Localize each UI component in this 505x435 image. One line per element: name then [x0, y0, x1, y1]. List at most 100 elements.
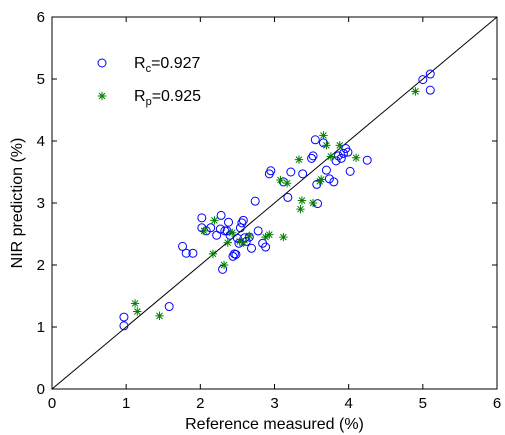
- calibration-point: [232, 233, 242, 243]
- calibration-point: [312, 179, 322, 189]
- calibration-point: [253, 226, 263, 236]
- x-tick-label: 3: [270, 395, 278, 412]
- series-prediction: [130, 87, 420, 321]
- calibration-point: [345, 166, 355, 176]
- calibration-point: [362, 155, 372, 165]
- calibration-point: [425, 69, 435, 79]
- y-tick-label: 0: [37, 381, 45, 398]
- legend-marker: [97, 58, 107, 68]
- calibration-point: [224, 217, 234, 227]
- prediction-point: [219, 260, 229, 270]
- y-tick-label: 2: [37, 257, 45, 274]
- calibration-point: [215, 224, 225, 234]
- legend-label-symbol: R: [134, 88, 146, 105]
- calibration-point: [261, 242, 271, 252]
- calibration-point: [321, 165, 331, 175]
- calibration-point: [237, 218, 247, 228]
- calibration-point: [310, 135, 320, 145]
- calibration-point: [425, 85, 435, 95]
- calibration-point: [197, 213, 207, 223]
- legend-label: Rp=0.925: [134, 88, 201, 108]
- calibration-point: [178, 241, 188, 251]
- x-tick-label: 1: [122, 395, 130, 412]
- calibration-point: [266, 166, 276, 176]
- prediction-point: [282, 178, 292, 188]
- y-axis-label: NIR prediction (%): [9, 138, 26, 269]
- legend: Rc=0.927 Rp=0.925: [97, 55, 201, 108]
- prediction-point: [296, 205, 305, 214]
- x-tick-label: 6: [493, 395, 501, 412]
- calibration-point: [283, 192, 293, 202]
- legend-item: Rp=0.925: [97, 88, 201, 108]
- calibration-point: [119, 312, 129, 322]
- x-tick-label: 5: [419, 395, 427, 412]
- calibration-point: [188, 248, 198, 258]
- calibration-point: [331, 156, 341, 166]
- prediction-point: [351, 153, 361, 162]
- calibration-point: [324, 174, 334, 184]
- calibration-point: [286, 167, 296, 177]
- reference-line-layer: [51, 16, 498, 390]
- prediction-point: [322, 141, 331, 150]
- calibration-point: [336, 153, 346, 163]
- prediction-point: [317, 175, 326, 184]
- calibration-point: [238, 215, 248, 225]
- prediction-point: [297, 196, 307, 205]
- calibration-point: [343, 147, 353, 157]
- prediction-point: [279, 232, 288, 242]
- prediction-point: [265, 230, 274, 239]
- calibration-point: [220, 226, 230, 236]
- prediction-point: [133, 307, 142, 316]
- prediction-point: [130, 299, 140, 308]
- calibration-point: [329, 177, 339, 187]
- legend-label-subscript: c: [146, 63, 152, 75]
- prediction-point: [411, 87, 420, 96]
- legend-label-symbol: R: [134, 55, 146, 72]
- legend-label-value: =0.927: [151, 55, 200, 72]
- series-calibration: [119, 69, 435, 331]
- x-tick-label: 2: [196, 395, 204, 412]
- calibration-point: [231, 249, 241, 259]
- prediction-point: [223, 238, 232, 247]
- prediction-point: [294, 155, 304, 164]
- legend-item: Rc=0.927: [97, 55, 201, 75]
- y-tick-label: 6: [37, 9, 45, 26]
- legend-label: Rc=0.927: [134, 55, 201, 75]
- prediction-point: [235, 237, 244, 246]
- prediction-point: [228, 228, 237, 237]
- calibration-point: [307, 153, 317, 163]
- calibration-point: [228, 251, 238, 261]
- reference-line: [51, 16, 498, 390]
- prediction-point: [245, 231, 254, 241]
- calibration-point: [333, 151, 343, 161]
- data-points-layer: [119, 69, 435, 331]
- calibration-point: [181, 248, 191, 258]
- calibration-point: [418, 75, 428, 85]
- prediction-point: [155, 311, 164, 321]
- legend-marker: [97, 91, 107, 101]
- calibration-point: [298, 169, 308, 179]
- prediction-point: [210, 216, 219, 225]
- y-tick-label: 1: [37, 319, 45, 336]
- prediction-point: [326, 152, 336, 161]
- x-tick-label: 0: [48, 395, 56, 412]
- x-axis-label: Reference measured (%): [185, 416, 364, 433]
- y-tick-label: 3: [37, 195, 45, 212]
- prediction-point: [335, 141, 344, 150]
- prediction-point: [308, 198, 318, 208]
- calibration-point: [197, 223, 207, 233]
- calibration-point: [247, 243, 257, 253]
- prediction-point: [319, 131, 328, 140]
- calibration-point: [250, 196, 260, 206]
- y-tick-label: 4: [37, 133, 45, 150]
- prediction-point: [239, 238, 248, 247]
- calibration-point: [119, 321, 129, 331]
- calibration-point: [235, 223, 245, 233]
- legend-label-value: =0.925: [152, 88, 201, 105]
- axis-ticks-layer: 0 1 2 3 4 5 6 0 1 2 3 4 5 6: [37, 9, 502, 412]
- calibration-point: [164, 302, 174, 312]
- prediction-point: [276, 175, 285, 185]
- y-tick-label: 5: [37, 71, 45, 88]
- prediction-point: [208, 249, 218, 259]
